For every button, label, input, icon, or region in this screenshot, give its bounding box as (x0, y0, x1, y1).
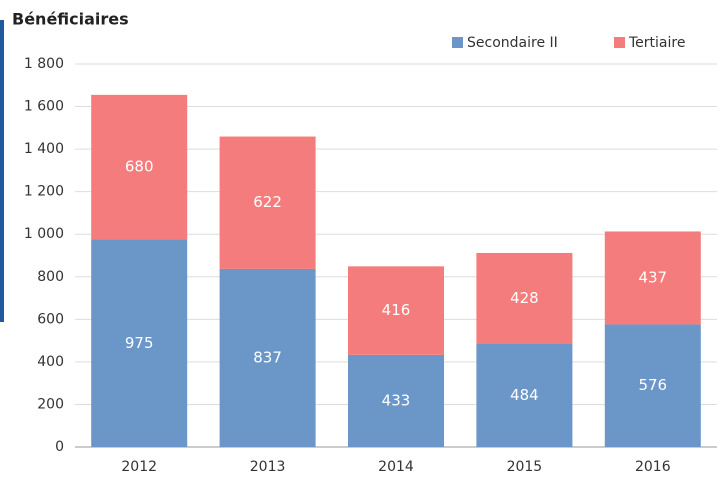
y-tick-label: 600 (37, 311, 64, 327)
data-label: 837 (253, 348, 282, 366)
bar-segment (219, 136, 316, 269)
data-label: 680 (125, 158, 154, 176)
x-tick-label: 2015 (507, 459, 543, 475)
data-label: 975 (125, 334, 154, 352)
bar-segment (348, 266, 444, 355)
legend-label: Secondaire II (467, 35, 558, 51)
legend-label: Tertiaire (628, 35, 685, 51)
bar-segment (348, 354, 444, 447)
bar-segment (91, 94, 188, 240)
bar-segment (604, 231, 701, 325)
y-tick-label: 200 (37, 396, 64, 412)
bar-segment (476, 344, 573, 447)
y-tick-label: 1 600 (24, 99, 64, 115)
bar-segment (91, 239, 188, 447)
y-tick-label: 1 200 (24, 184, 64, 200)
chart-title: Bénéficiaires (12, 10, 129, 29)
data-label: 437 (638, 268, 667, 286)
legend-swatch (452, 37, 463, 48)
data-label: 484 (510, 386, 539, 404)
accent-bar (0, 20, 4, 322)
y-tick-label: 1 000 (24, 226, 64, 242)
y-tick-label: 1 800 (24, 56, 64, 72)
y-tick-label: 1 400 (24, 141, 64, 157)
data-label: 416 (382, 301, 411, 319)
x-tick-label: 2014 (378, 459, 414, 475)
y-tick-label: 800 (37, 269, 64, 285)
data-label: 428 (510, 289, 539, 307)
bar-segment (476, 252, 573, 345)
y-tick-label: 0 (55, 439, 64, 455)
y-tick-label: 400 (37, 354, 64, 370)
legend-swatch (614, 37, 625, 48)
x-tick-label: 2012 (121, 459, 157, 475)
x-tick-label: 2013 (250, 459, 286, 475)
data-label: 433 (382, 391, 411, 409)
data-label: 622 (253, 193, 282, 211)
bar-segment (604, 324, 701, 447)
bar-segment (219, 268, 316, 447)
x-tick-label: 2016 (635, 459, 671, 475)
data-label: 576 (638, 376, 667, 394)
